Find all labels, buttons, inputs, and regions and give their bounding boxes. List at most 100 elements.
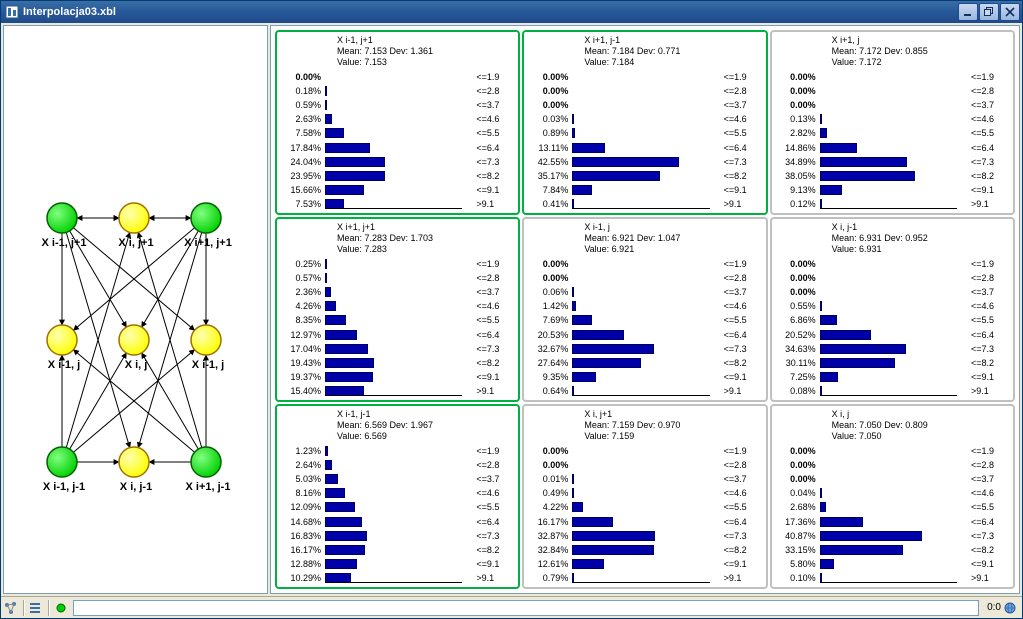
network-node[interactable] <box>47 325 77 355</box>
row-bin-label: <=8.2 <box>720 358 762 368</box>
histogram-card[interactable]: X i-1, j+1 Mean: 7.153 Dev: 1.361 Value:… <box>275 30 520 215</box>
row-percent: 0.49% <box>528 488 572 498</box>
row-bin-label: <=2.8 <box>720 460 762 470</box>
row-percent: 12.61% <box>528 559 572 569</box>
card-header: X i-1, j-1 Mean: 6.569 Dev: 1.967 Value:… <box>337 409 514 442</box>
row-bar-wrap <box>572 446 719 456</box>
row-bin-label: <=7.3 <box>720 531 762 541</box>
histogram-row: 0.00%<=1.9 <box>776 445 1009 458</box>
close-button[interactable] <box>1000 3 1020 21</box>
histogram-card[interactable]: X i+1, j+1 Mean: 7.283 Dev: 1.703 Value:… <box>275 217 520 402</box>
network-node[interactable] <box>47 447 77 477</box>
network-node[interactable] <box>191 447 221 477</box>
minimize-button[interactable] <box>958 3 978 21</box>
row-bar-wrap <box>325 502 472 512</box>
row-bin-label: <=1.9 <box>967 446 1009 456</box>
card-rows: 0.00%<=1.90.00%<=2.80.00%<=3.70.04%<=4.6… <box>776 444 1009 585</box>
card-rows: 0.00%<=1.90.18%<=2.80.59%<=3.72.63%<=4.6… <box>281 70 514 211</box>
histogram-row: 38.05%<=8.2 <box>776 169 1009 182</box>
row-bar <box>325 114 332 124</box>
network-node[interactable] <box>47 203 77 233</box>
histogram-row: 34.63%<=7.3 <box>776 342 1009 355</box>
row-bar-wrap <box>572 171 719 181</box>
network-node-label: X i-1, j <box>34 359 94 371</box>
window-title: Interpolacja03.xbl <box>23 6 958 18</box>
network-node[interactable] <box>119 447 149 477</box>
row-bar-wrap <box>572 100 719 110</box>
histogram-card[interactable]: X i, j+1 Mean: 7.159 Dev: 0.970 Value: 7… <box>522 404 767 589</box>
histogram-row: 12.97%<=6.4 <box>281 328 514 341</box>
network-node[interactable] <box>191 203 221 233</box>
restore-button[interactable] <box>979 3 999 21</box>
histogram-row: 0.57%<=2.8 <box>281 272 514 285</box>
status-icon-2[interactable] <box>28 600 44 616</box>
row-percent: 12.88% <box>281 559 325 569</box>
row-bar-wrap <box>820 301 967 311</box>
histogram-row: 40.87%<=7.3 <box>776 529 1009 542</box>
histogram-card[interactable]: X i, j-1 Mean: 6.931 Dev: 0.952 Value: 6… <box>770 217 1015 402</box>
row-bar-wrap <box>820 446 967 456</box>
row-bar-wrap <box>572 185 719 195</box>
row-percent: 0.00% <box>528 460 572 470</box>
row-percent: 0.89% <box>528 128 572 138</box>
histogram-row: 0.01%<=3.7 <box>528 473 761 486</box>
network-node[interactable] <box>191 325 221 355</box>
card-rows: 0.00%<=1.90.00%<=2.80.01%<=3.70.49%<=4.6… <box>528 444 761 585</box>
histogram-card[interactable]: X i-1, j Mean: 6.921 Dev: 1.047 Value: 6… <box>522 217 767 402</box>
status-icon-1[interactable] <box>3 600 19 616</box>
histogram-row: 0.25%<=1.9 <box>281 258 514 271</box>
row-bar-wrap <box>820 114 967 124</box>
row-percent: 2.64% <box>281 460 325 470</box>
histogram-row: 0.79%>9.1 <box>528 571 761 584</box>
histogram-row: 0.00%<=3.7 <box>776 99 1009 112</box>
row-bar-wrap <box>572 143 719 153</box>
row-percent: 0.00% <box>776 259 820 269</box>
row-bin-label: <=9.1 <box>720 185 762 195</box>
row-bin-label: <=8.2 <box>967 171 1009 181</box>
row-bar <box>820 372 838 382</box>
row-bar-wrap <box>325 114 472 124</box>
row-bar-wrap <box>325 315 472 325</box>
network-panel[interactable]: X i-1, j+1X i, j+1X i+1, j+1X i-1, jX i,… <box>3 25 268 594</box>
row-bar <box>820 531 922 541</box>
histogram-row: 32.67%<=7.3 <box>528 342 761 355</box>
status-dot-icon[interactable] <box>53 600 69 616</box>
row-bar <box>820 344 907 354</box>
row-bar-wrap <box>572 199 719 209</box>
row-bin-label: <=4.6 <box>967 114 1009 124</box>
row-bar <box>325 531 367 541</box>
row-percent: 8.16% <box>281 488 325 498</box>
row-bar-wrap <box>325 128 472 138</box>
row-bin-label: <=6.4 <box>967 517 1009 527</box>
row-percent: 1.23% <box>281 446 325 456</box>
row-baseline <box>820 208 957 209</box>
row-bin-label: >9.1 <box>720 386 762 396</box>
histogram-card[interactable]: X i+1, j Mean: 7.172 Dev: 0.855 Value: 7… <box>770 30 1015 215</box>
row-bar-wrap <box>572 573 719 583</box>
status-counter: 0:0 <box>987 602 1001 613</box>
histogram-row: 0.04%<=4.6 <box>776 487 1009 500</box>
histogram-row: 4.22%<=5.5 <box>528 501 761 514</box>
network-node[interactable] <box>119 325 149 355</box>
row-bar <box>820 185 843 195</box>
row-bin-label: <=4.6 <box>720 488 762 498</box>
network-node-label: X i-1, j+1 <box>34 237 94 249</box>
histogram-grid: X i-1, j+1 Mean: 7.153 Dev: 1.361 Value:… <box>270 25 1020 594</box>
histogram-card[interactable]: X i-1, j-1 Mean: 6.569 Dev: 1.967 Value:… <box>275 404 520 589</box>
card-header: X i+1, j-1 Mean: 7.184 Dev: 0.771 Value:… <box>584 35 761 68</box>
row-bar-wrap <box>820 287 967 297</box>
row-bin-label: <=5.5 <box>720 128 762 138</box>
row-bar-wrap <box>820 460 967 470</box>
histogram-card[interactable]: X i+1, j-1 Mean: 7.184 Dev: 0.771 Value:… <box>522 30 767 215</box>
histogram-row: 7.53%>9.1 <box>281 197 514 210</box>
row-percent: 0.00% <box>528 446 572 456</box>
row-bin-label: <=8.2 <box>472 545 514 555</box>
row-percent: 0.55% <box>776 301 820 311</box>
network-node[interactable] <box>119 203 149 233</box>
histogram-card[interactable]: X i, j Mean: 7.050 Dev: 0.809 Value: 7.0… <box>770 404 1015 589</box>
row-bar <box>325 273 327 283</box>
row-percent: 19.43% <box>281 358 325 368</box>
row-percent: 10.29% <box>281 573 325 583</box>
titlebar[interactable]: Interpolacja03.xbl <box>1 1 1022 23</box>
row-bar-wrap <box>572 460 719 470</box>
